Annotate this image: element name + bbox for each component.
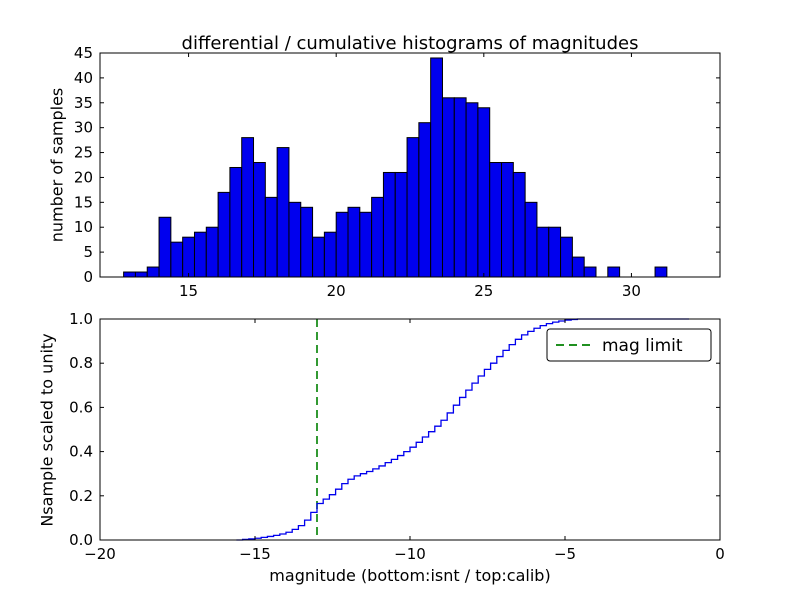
histogram-bar: [323, 231, 337, 278]
histogram-bar: [146, 266, 160, 278]
histogram-bar: [170, 241, 184, 278]
histogram-bar: [241, 137, 255, 278]
histogram-bar: [548, 226, 562, 278]
histogram-bar: [430, 57, 443, 278]
x-tick-label: −5: [554, 545, 576, 563]
histogram-bar: [654, 266, 668, 278]
axes-frame: [99, 52, 721, 278]
y-tick-label: 15: [74, 193, 93, 211]
histogram-bar: [312, 236, 325, 278]
histogram-bar: [205, 226, 219, 278]
y-tick-label: 0.4: [69, 443, 93, 461]
histogram-bar: [536, 226, 550, 278]
y-tick-label: 1.0: [69, 310, 93, 328]
legend-box: [546, 328, 712, 362]
histogram-bar: [406, 137, 420, 278]
histogram-bar: [418, 122, 432, 278]
x-axis-label: magnitude (bottom:isnt / top:calib): [269, 566, 551, 585]
histogram-bar: [453, 97, 467, 278]
histogram-bar: [347, 206, 361, 278]
histogram-bars: [123, 57, 668, 278]
y-tick-label: 20: [74, 168, 93, 186]
histogram-bar: [489, 162, 503, 278]
y-tick-label: 0: [83, 268, 93, 286]
histogram-bar: [571, 256, 585, 278]
histogram-bar: [182, 236, 195, 278]
histogram-bar: [264, 196, 278, 278]
histogram-bar: [276, 147, 290, 278]
cumulative-step-line: [236, 318, 689, 541]
histogram-bar: [134, 271, 148, 278]
y-tick-label: 0.8: [69, 354, 93, 372]
histogram-bar: [253, 162, 266, 278]
y-tick-label: 0.2: [69, 487, 93, 505]
x-tick-label: 15: [179, 282, 198, 300]
y-tick-label: 25: [74, 144, 93, 162]
histogram-bar: [382, 171, 396, 278]
x-tick-label: 0: [715, 545, 725, 563]
histogram-bar: [607, 266, 621, 278]
histogram-bar: [193, 231, 207, 278]
y-tick-label: 5: [83, 243, 93, 261]
histogram-bar: [512, 171, 526, 278]
x-tick-label: 25: [474, 282, 493, 300]
x-tick-label: −15: [239, 545, 271, 563]
x-tick-label: 20: [327, 282, 346, 300]
histogram-bar: [583, 266, 597, 278]
top-y-axis-label: number of samples: [47, 87, 67, 243]
histogram-bar: [158, 216, 172, 278]
y-tick-label: 45: [74, 44, 93, 62]
histogram-bar: [300, 206, 314, 278]
histogram-bar: [229, 166, 243, 278]
y-tick-label: 35: [74, 94, 93, 112]
legend: mag limit: [546, 328, 712, 362]
histogram-bar: [477, 107, 491, 278]
x-tick-label: −10: [394, 545, 426, 563]
histogram-bar: [359, 211, 373, 278]
x-tick-label: 30: [622, 282, 641, 300]
histogram-bar: [560, 236, 573, 278]
histogram-bar: [335, 211, 349, 278]
histogram-bar: [288, 201, 302, 278]
histogram-bar: [217, 191, 231, 278]
x-tick-label: −20: [84, 545, 116, 563]
chart-title: differential / cumulative histograms of …: [181, 33, 639, 54]
y-tick-label: 0.0: [69, 531, 93, 549]
bottom-y-axis-label: Nsample scaled to unity: [37, 333, 57, 527]
histogram-bar: [441, 97, 455, 278]
histogram-bar: [524, 201, 538, 278]
y-tick-label: 0.6: [69, 398, 93, 416]
y-tick-label: 10: [74, 218, 93, 236]
histogram-bar: [123, 271, 136, 278]
histogram-bar: [371, 196, 384, 278]
histogram-bar: [394, 171, 408, 278]
legend-label: mag limit: [602, 336, 683, 356]
y-tick-label: 30: [74, 119, 93, 137]
histogram-bar: [501, 162, 514, 278]
histogram-bar: [465, 102, 479, 278]
y-tick-label: 40: [74, 69, 93, 87]
